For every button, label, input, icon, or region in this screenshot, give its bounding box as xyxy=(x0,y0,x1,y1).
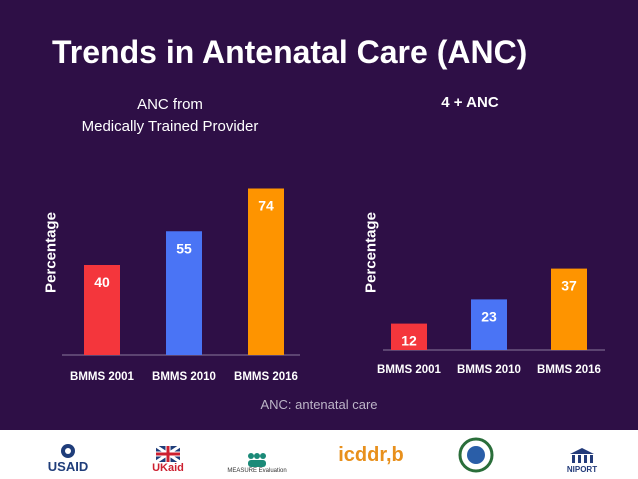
chart-2-title: 4 + ANC xyxy=(441,94,499,111)
ministry-seal-icon xyxy=(458,437,494,473)
chart-1-data-label-3: 74 xyxy=(258,198,274,214)
icddrb-logo-text: icddr,b xyxy=(338,443,404,466)
niport-logo: NIPORT xyxy=(560,436,604,474)
chart-1-title: ANC from Medically Trained Provider xyxy=(40,94,300,138)
ministry-seal xyxy=(446,436,506,474)
bar-charts: 40 BMMS 2001 55 BMMS 2010 74 BMMS 2016 12 BMMS … xyxy=(62,188,605,383)
chart-1-bar-2 xyxy=(166,231,202,355)
chart-2-bar-3 xyxy=(551,268,587,350)
building-icon xyxy=(570,448,594,463)
chart-1-category-label-3: BMMS 2016 xyxy=(234,371,298,383)
slide-background: Trends in Antenatal Care (ANC) ANC from … xyxy=(0,0,638,430)
chart-1-data-label-1: 40 xyxy=(94,274,110,290)
ukaid-logo-text: UKaid xyxy=(152,462,184,474)
usaid-logo: USAID xyxy=(38,436,98,474)
chart-2-data-label-1: 12 xyxy=(401,333,417,349)
usaid-logo-text: USAID xyxy=(47,459,89,474)
measure-evaluation-logo: MEASURE Evaluation xyxy=(227,436,287,474)
ukaid-logo: UKaid xyxy=(148,436,188,474)
niport-logo-text: NIPORT xyxy=(566,465,598,474)
people-icon xyxy=(248,453,266,467)
chart-1-bar-1 xyxy=(84,265,120,355)
logo-bar: USAID UKaid MEASURE Evaluation icddr,b N… xyxy=(0,430,638,479)
chart-1-title-line-2: Medically Trained Provider xyxy=(81,118,259,135)
chart-1-data-label-2: 55 xyxy=(176,240,192,256)
chart-2-bar-1 xyxy=(391,323,427,350)
chart-2-category-label-1: BMMS 2001 xyxy=(377,364,442,376)
chart-1-category-label-2: BMMS 2010 xyxy=(152,371,216,383)
measure-evaluation-logo-text: MEASURE Evaluation xyxy=(227,468,287,474)
slide-title: Trends in Antenatal Care (ANC) xyxy=(52,34,528,70)
chart-1-title-line-1: ANC from xyxy=(137,96,203,113)
chart-2-data-label-2: 23 xyxy=(481,308,497,324)
chart-2-bar-2 xyxy=(471,299,507,350)
chart-1-category-label-1: BMMS 2001 xyxy=(70,371,135,383)
chart-2-data-label-3: 37 xyxy=(561,278,577,294)
footnote: ANC: antenatal care xyxy=(260,397,378,412)
union-flag-icon xyxy=(156,446,180,462)
chart-2-category-label-2: BMMS 2010 xyxy=(457,364,521,376)
chart-2-category-label-3: BMMS 2016 xyxy=(537,364,601,376)
chart-1-bar-3 xyxy=(248,188,284,355)
usaid-seal-icon xyxy=(61,444,75,458)
icddrb-logo: icddr,b xyxy=(316,436,426,474)
